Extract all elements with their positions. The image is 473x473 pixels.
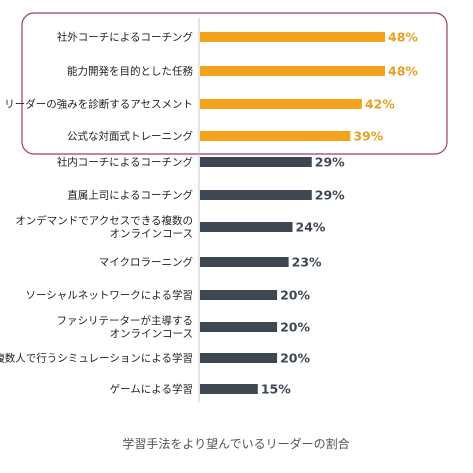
- bar: [200, 384, 258, 394]
- bar: [200, 290, 278, 300]
- category-label: 直属上司によるコーチング: [67, 189, 193, 202]
- value-label: 29%: [315, 188, 345, 203]
- value-label: 24%: [296, 220, 326, 235]
- value-label: 20%: [280, 351, 310, 366]
- category-label: ファシリテーターが主導する: [57, 314, 194, 327]
- chart-marks: 48% 社外コーチによるコーチング 48% 能力開発を目的とした任務 42% リーダーの強…: [0, 30, 418, 397]
- category-label: 社内コーチによるコーチング: [57, 156, 194, 169]
- bar: [200, 322, 278, 332]
- bar: [200, 157, 312, 167]
- value-label: 20%: [280, 288, 310, 303]
- value-label: 15%: [261, 382, 291, 397]
- category-label: オンラインコース: [110, 328, 193, 340]
- value-label: 20%: [280, 320, 310, 335]
- value-label: 39%: [353, 129, 383, 144]
- category-label: オンラインコース: [110, 228, 193, 240]
- value-label: 29%: [315, 155, 345, 170]
- bar: [200, 99, 362, 109]
- category-label: マイクロラーニング: [99, 256, 194, 269]
- value-label: 48%: [388, 30, 418, 45]
- category-label: ソーシャルネットワークによる学習: [26, 289, 193, 302]
- bar: [200, 190, 312, 200]
- highlight-box: [21, 12, 448, 155]
- category-label: ゲームによる学習: [110, 383, 193, 396]
- bar: [200, 66, 385, 76]
- category-label: 公式な対面式トレーニング: [67, 130, 193, 143]
- bar: [200, 257, 289, 267]
- value-label: 23%: [292, 255, 322, 270]
- bar: [200, 131, 351, 141]
- value-label: 48%: [388, 64, 418, 79]
- value-label: 42%: [365, 97, 395, 112]
- category-label: 複数人で行うシミュレーションによる学習: [0, 352, 193, 365]
- category-label: リーダーの強みを診断するアセスメント: [4, 98, 193, 111]
- category-label: 社外コーチによるコーチング: [57, 31, 194, 44]
- bar: [200, 222, 293, 232]
- chart-caption: 学習手法をより望んでいるリーダーの割合: [122, 436, 349, 451]
- category-label: オンデマンドでアクセスできる複数の: [15, 214, 193, 227]
- bar: [200, 32, 385, 42]
- category-label: 能力開発を目的とした任務: [67, 65, 193, 78]
- bar: [200, 353, 278, 363]
